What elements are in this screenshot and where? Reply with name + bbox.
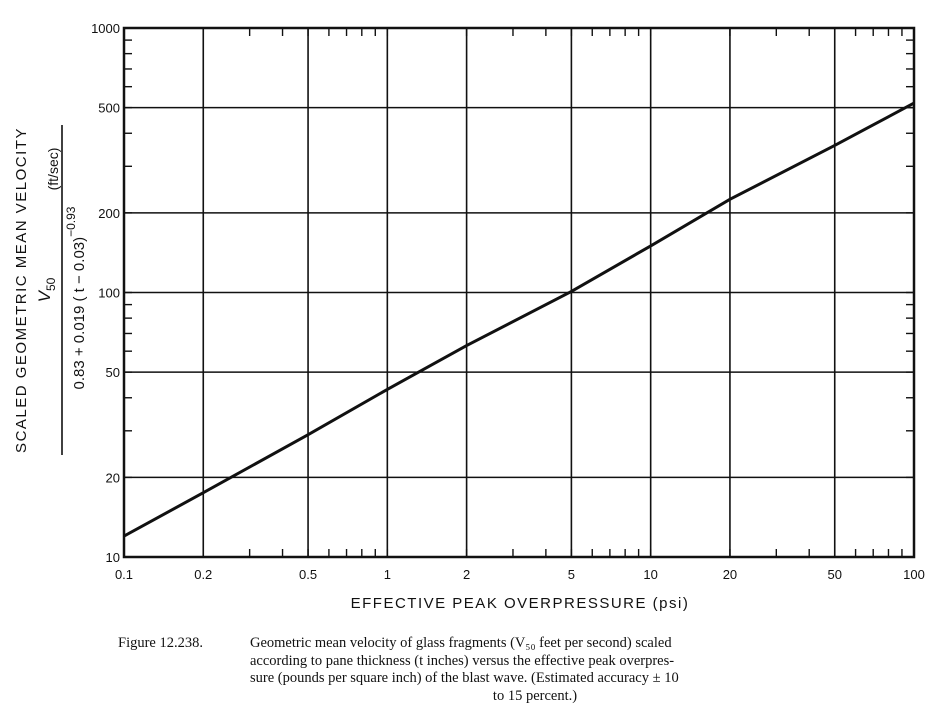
x-tick-label: 0.1 — [115, 567, 133, 582]
y-axis-units-group: (ft/sec) — [45, 148, 61, 191]
x-tick-label: 100 — [903, 567, 925, 582]
x-tick-label: 0.2 — [194, 567, 212, 582]
series-line — [123, 101, 915, 538]
chart: 0.1 0.2 0.5 1 2 5 10 20 50 100 10 20 50 100 200 500 100… — [13, 21, 925, 612]
y-axis-title: SCALED GEOMETRIC MEAN VELOCITY — [13, 127, 30, 453]
figure-label: Figure 12.238. — [118, 635, 203, 651]
y-tick-labels: 10 20 50 100 200 500 1000 — [91, 21, 120, 565]
y-axis-title-group: SCALED GEOMETRIC MEAN VELOCITY — [13, 127, 30, 453]
minor-ticks — [123, 28, 914, 558]
y-tick-label: 10 — [106, 550, 120, 565]
y-axis-fraction: V50 0.83 + 0.019 ( t − 0.03)−0.93 — [35, 125, 88, 455]
caption-line: Geometric mean velocity of glass fragmen… — [250, 635, 672, 651]
x-tick-label: 2 — [463, 567, 470, 582]
x-tick-labels: 0.1 0.2 0.5 1 2 5 10 20 50 100 — [115, 567, 925, 582]
x-tick-label: 1 — [384, 567, 391, 582]
x-axis-title: EFFECTIVE PEAK OVERPRESSURE (psi) — [351, 595, 690, 612]
y-tick-label: 1000 — [91, 21, 120, 36]
y-tick-label: 100 — [98, 286, 120, 301]
x-tick-label: 10 — [643, 567, 657, 582]
x-tick-label: 5 — [568, 567, 575, 582]
caption-line: sure (pounds per square inch) of the bla… — [250, 670, 679, 686]
y-axis-units: (ft/sec) — [45, 148, 61, 191]
x-tick-label: 50 — [827, 567, 841, 582]
x-tick-label: 20 — [723, 567, 737, 582]
caption-line: according to pane thickness (t inches) v… — [250, 652, 675, 669]
y-axis-numerator: V50 — [35, 277, 58, 302]
grid — [123, 27, 915, 558]
caption-line: to 15 percent.) — [492, 687, 578, 704]
y-tick-label: 500 — [98, 101, 120, 116]
figure-caption-text: Geometric mean velocity of glass fragmen… — [250, 635, 870, 705]
y-tick-label: 50 — [106, 365, 120, 380]
y-axis-denominator: 0.83 + 0.019 ( t − 0.03)−0.93 — [64, 206, 88, 389]
x-tick-label: 0.5 — [299, 567, 317, 582]
y-tick-label: 200 — [98, 206, 120, 221]
plot-frame — [122, 26, 916, 559]
y-tick-label: 20 — [106, 470, 120, 485]
